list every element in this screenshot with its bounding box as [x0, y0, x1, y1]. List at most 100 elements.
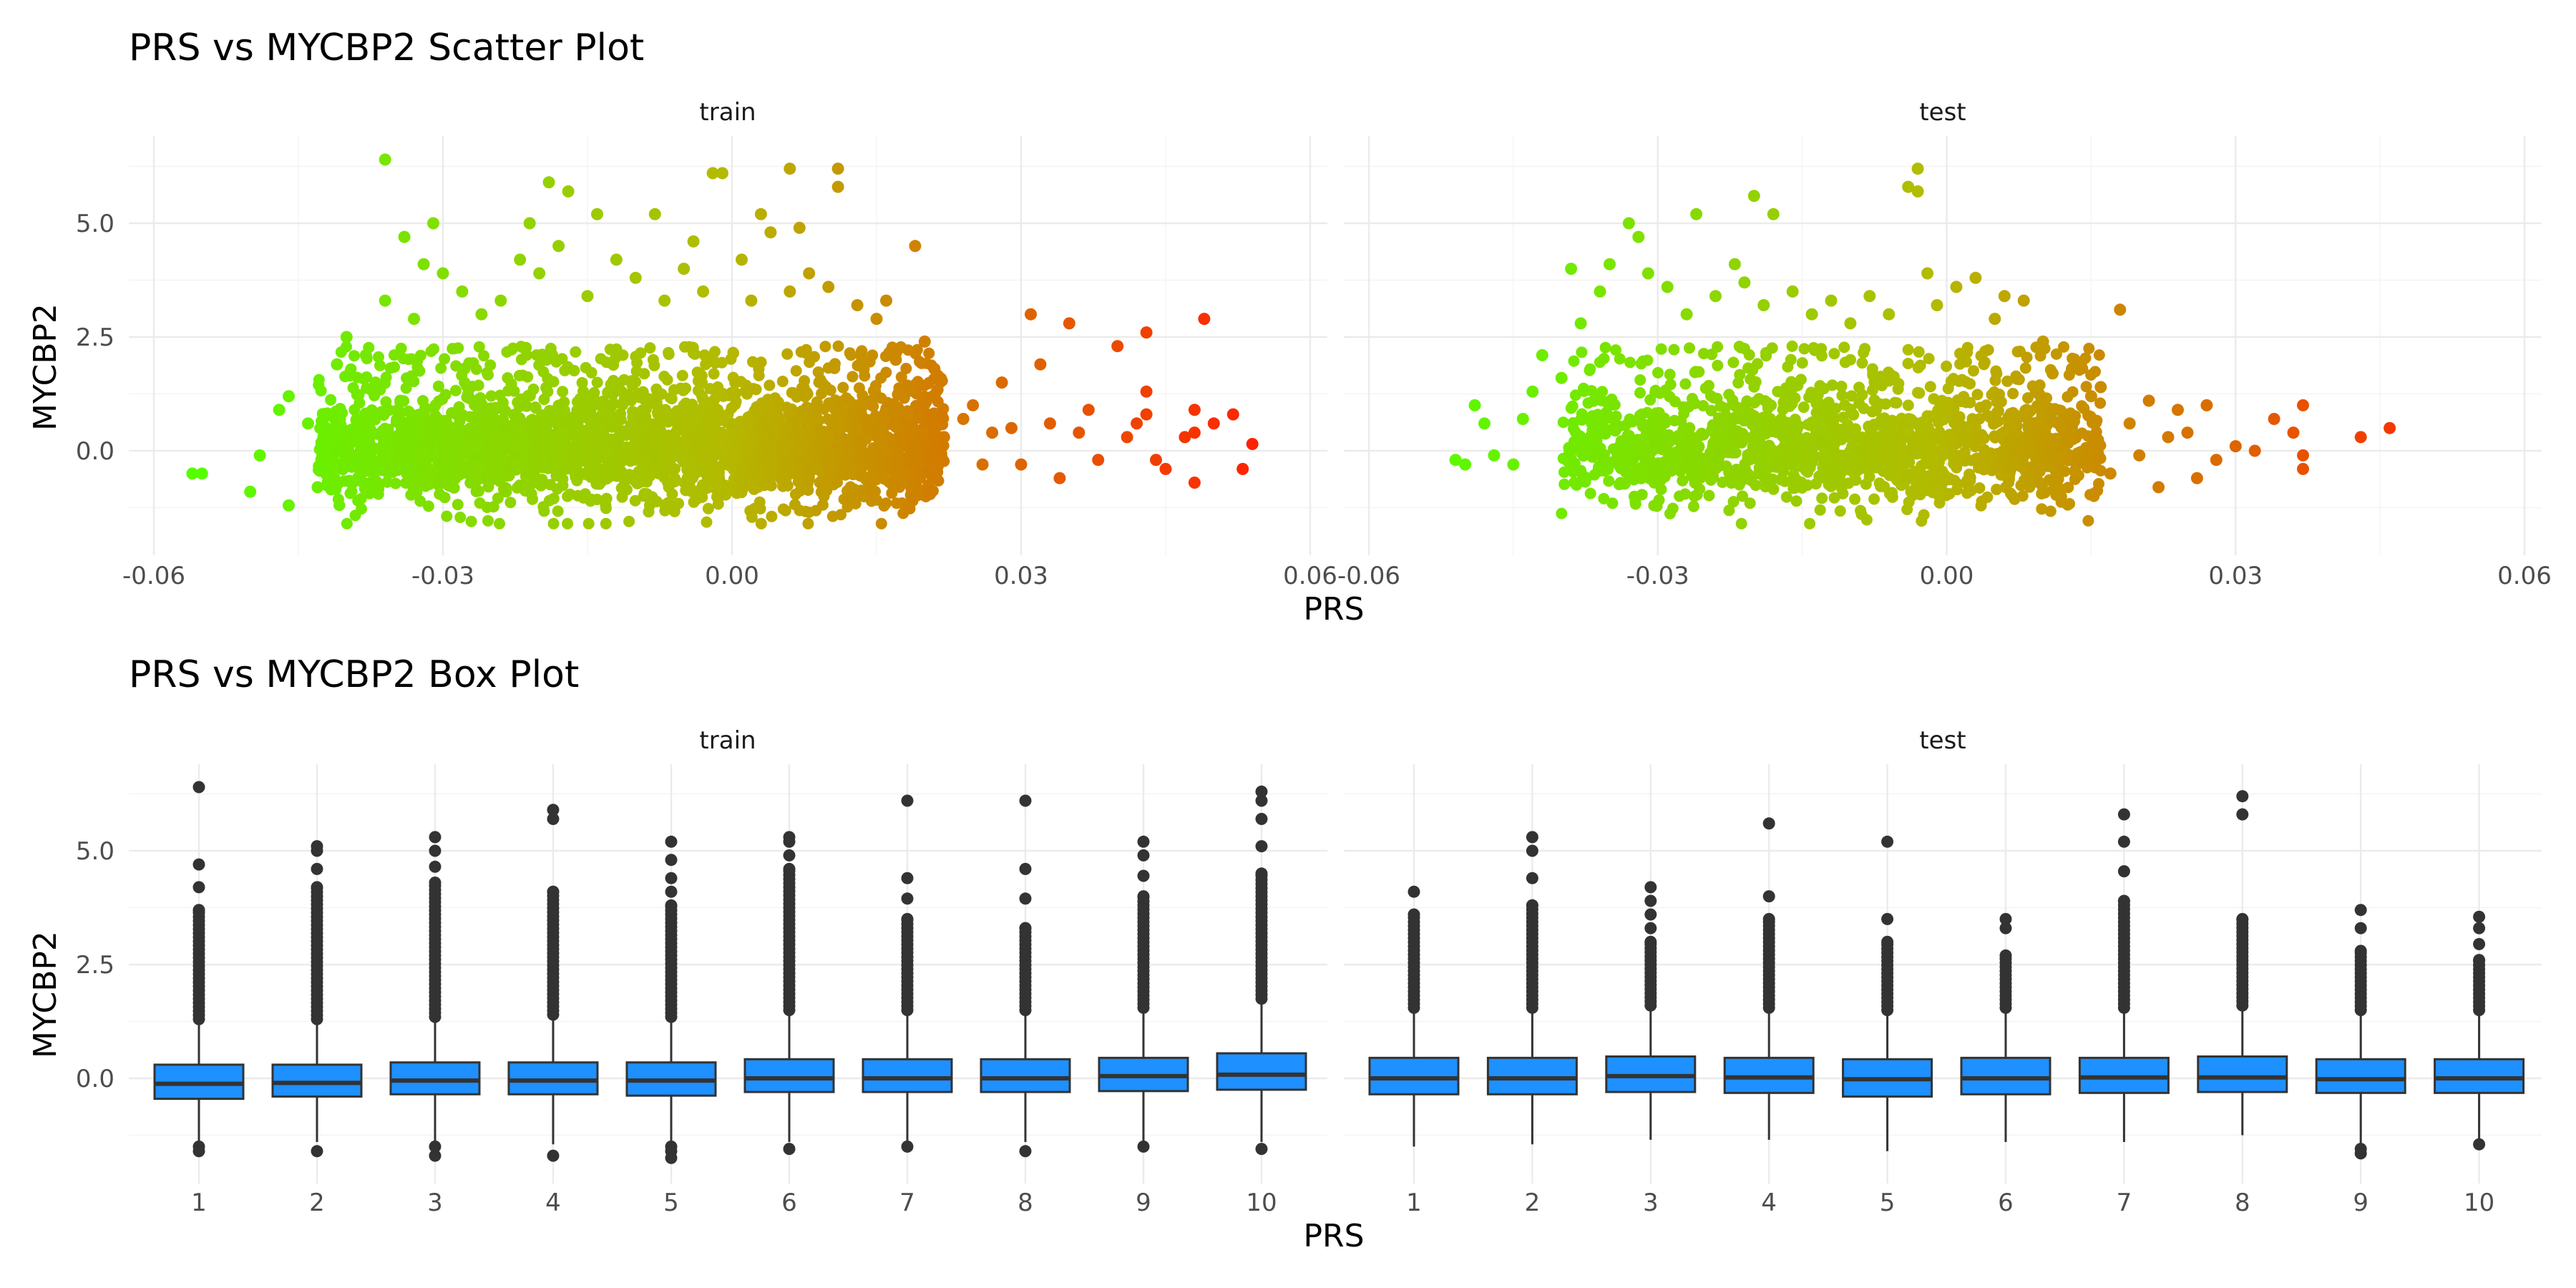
scatter-point — [1918, 472, 1931, 484]
scatter-point — [552, 505, 564, 517]
scatter-point — [779, 441, 791, 453]
scatter-point — [2050, 348, 2062, 360]
scatter-point — [663, 346, 675, 358]
scatter-point — [880, 294, 892, 307]
scatter-point — [550, 441, 562, 453]
scatter-point — [340, 331, 353, 343]
scatter-point — [1828, 438, 1840, 450]
scatter-point — [1960, 376, 1972, 388]
scatter-point — [439, 492, 451, 504]
scatter-point — [454, 452, 467, 464]
scatter-point — [1795, 374, 1807, 386]
scatter-point — [2036, 503, 2048, 515]
scatter-point — [863, 457, 875, 469]
scatter-point — [1989, 431, 2001, 444]
scatter-point — [2009, 457, 2021, 469]
scatter-point — [1729, 426, 1742, 439]
scatter-point — [1568, 355, 1580, 367]
scatter-point — [630, 365, 643, 377]
scatter-point — [351, 456, 364, 468]
scatter-point — [373, 351, 384, 363]
scatter-point — [572, 443, 585, 455]
outlier — [311, 881, 323, 894]
scatter-point — [726, 386, 738, 399]
scatter-point — [457, 363, 469, 375]
scatter-point — [789, 499, 801, 511]
scatter-point — [2090, 426, 2102, 438]
outlier — [1644, 908, 1657, 921]
scatter-point — [669, 463, 681, 475]
scatter-point — [1804, 462, 1816, 474]
scatter-point — [533, 434, 545, 447]
outlier — [1762, 890, 1775, 903]
scatter-point — [1890, 397, 1903, 409]
scatter-point — [1926, 441, 1938, 453]
scatter-point — [1698, 348, 1709, 360]
scatter-point — [1981, 409, 1994, 421]
scatter-point — [2053, 451, 2065, 463]
scatter-point — [426, 465, 439, 477]
scatter-point — [520, 458, 532, 470]
scatter-point — [1648, 430, 1660, 442]
outlier — [665, 835, 678, 848]
scatter-point — [755, 460, 767, 472]
scatter-point — [1757, 299, 1770, 311]
scatter-point — [697, 285, 710, 298]
scatter-point — [1873, 419, 1885, 431]
scatter-point — [795, 346, 807, 358]
scatter-point — [1875, 480, 1887, 492]
scatter-point — [587, 416, 599, 429]
scatter-point — [637, 386, 649, 398]
scatter-point — [1902, 180, 1915, 193]
scatter-point — [2089, 366, 2101, 378]
scatter-point — [755, 356, 767, 369]
scatter-point — [687, 235, 700, 248]
scatter-point — [1684, 430, 1697, 441]
scatter-point — [1950, 280, 1963, 293]
scatter-point — [1683, 456, 1695, 468]
scatter-point — [474, 459, 486, 472]
scatter-point — [802, 517, 814, 530]
scatter-point — [1905, 486, 1917, 498]
scatter-point — [1619, 453, 1631, 465]
scatter-point — [562, 517, 574, 530]
scatter-point — [538, 461, 550, 473]
scatter-point — [536, 474, 548, 486]
scatter-point — [1073, 426, 1085, 439]
scatter-point — [923, 459, 935, 471]
box-test-boxes — [1368, 790, 2525, 1160]
box-body — [1368, 1056, 1460, 1096]
scatter-point — [2058, 341, 2069, 353]
scatter-point — [832, 340, 844, 352]
scatter-point — [1883, 375, 1896, 387]
scatter-point — [401, 372, 413, 384]
scatter-point — [1787, 422, 1800, 434]
scatter-point — [400, 382, 412, 394]
scatter-point — [530, 401, 542, 413]
scatter-point — [701, 516, 713, 528]
scatter-point — [2094, 381, 2107, 394]
scatter-point — [805, 464, 817, 476]
scatter-point — [346, 486, 358, 497]
scatter-point — [2152, 481, 2165, 494]
scatter-point — [444, 434, 456, 447]
scatter-point — [1449, 454, 1462, 467]
scatter-point — [1935, 406, 1947, 417]
scatter-point — [316, 408, 328, 420]
scatter-point — [1880, 429, 1893, 441]
outlier — [1762, 817, 1775, 830]
scatter-point — [1886, 491, 1898, 503]
scatter-point — [1712, 359, 1724, 371]
scatter-point — [1933, 489, 1945, 502]
scatter-point — [562, 490, 574, 502]
scatter-point — [735, 427, 747, 439]
scatter-point — [880, 497, 892, 509]
scatter-point — [748, 483, 760, 495]
scatter-point — [376, 424, 389, 436]
scatter-point — [1853, 397, 1865, 409]
scatter-point — [398, 230, 411, 243]
scatter-point — [2004, 408, 2016, 419]
scatter-point — [1786, 285, 1799, 298]
scatter-point — [1635, 462, 1647, 474]
